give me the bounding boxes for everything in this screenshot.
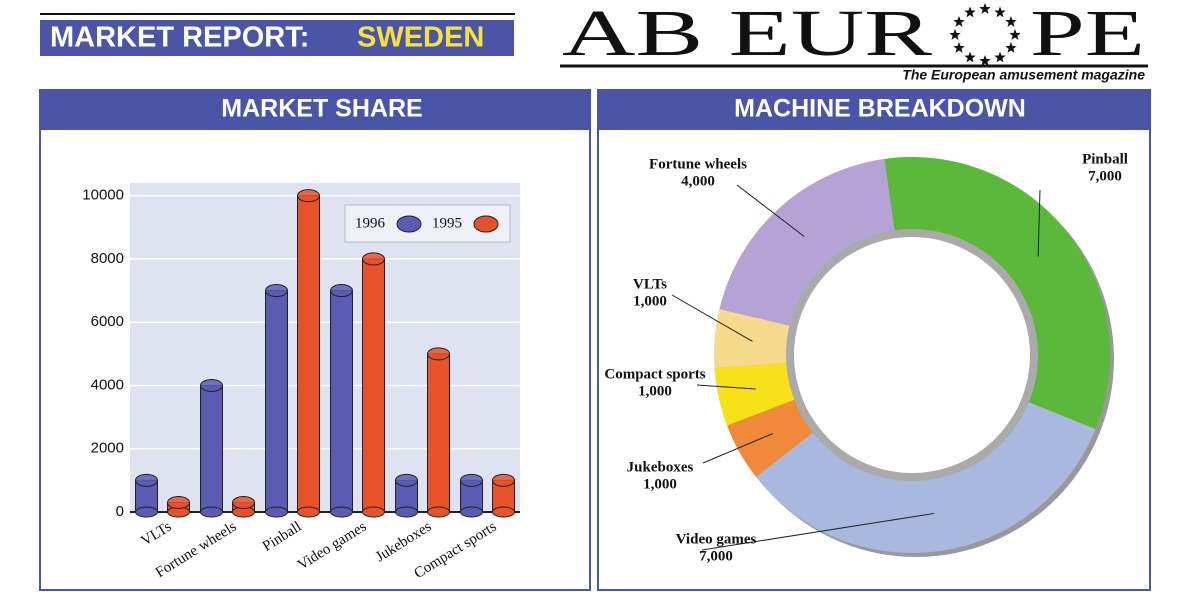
bar: [362, 252, 385, 518]
y-tick-label: 4000: [91, 376, 124, 393]
y-tick-label: 0: [116, 503, 124, 520]
data-label-value: 1,000: [643, 476, 677, 492]
data-label-name: Pinball: [1082, 151, 1128, 167]
star: [953, 16, 965, 27]
leader-line: [736, 184, 805, 238]
star: [953, 42, 965, 53]
bar-top: [297, 189, 320, 203]
data-label-value: 4,000: [681, 173, 715, 189]
bar: [460, 473, 483, 518]
bar-base: [265, 506, 288, 518]
donut-segment: [884, 157, 1110, 430]
bar-base: [395, 506, 418, 518]
bar: [265, 284, 288, 518]
panel-title: MACHINE BREAKDOWN: [734, 95, 1026, 123]
bar-base: [362, 506, 385, 518]
leader-line: [671, 294, 753, 342]
bar-top: [492, 473, 515, 487]
bar-top: [427, 347, 450, 361]
y-tick-label: 6000: [91, 313, 124, 330]
logo-stars: [949, 3, 1021, 66]
donut-segment: [719, 158, 896, 327]
bar: [232, 496, 255, 518]
star: [1005, 16, 1017, 27]
data-label-name: Jukeboxes: [627, 459, 694, 475]
donut-segment: [714, 362, 798, 426]
star: [1009, 29, 1021, 40]
bar-body: [427, 353, 450, 513]
data-label-value: 1,000: [633, 293, 667, 309]
panel-header: [598, 90, 1150, 130]
bar: [200, 378, 223, 518]
bar-top: [135, 473, 158, 487]
bar-top: [200, 378, 223, 392]
star: [979, 3, 991, 14]
y-tick-label: 10000: [82, 187, 124, 204]
bar-body: [362, 258, 385, 513]
bar-top: [265, 284, 288, 298]
logo-left: AB EUR: [562, 0, 932, 70]
bar: [395, 473, 418, 518]
leader-line: [701, 512, 935, 551]
leader-line: [1037, 189, 1041, 257]
data-label-value: 7,000: [699, 548, 733, 564]
leader-line: [702, 433, 773, 464]
bar-base: [460, 506, 483, 518]
bar-base: [427, 506, 450, 518]
bar: [297, 189, 320, 518]
report-label: MARKET REPORT:: [50, 22, 309, 54]
bar-base: [200, 506, 223, 518]
data-label-name: Video games: [676, 531, 757, 547]
bar: [330, 284, 353, 518]
donut-inner-shadow: [786, 229, 1038, 481]
legend-swatch: [473, 215, 499, 233]
header-box: [40, 20, 514, 56]
data-label-name: VLTs: [633, 276, 667, 292]
donut-hole: [794, 237, 1030, 473]
bar-top: [362, 252, 385, 266]
bar-base: [492, 506, 515, 518]
bar-base: [330, 506, 353, 518]
tagline: The European amusement magazine: [902, 67, 1145, 83]
donut-segment: [713, 309, 794, 368]
bar-base: [297, 506, 320, 518]
legend-label: 1995: [432, 215, 462, 231]
bar-top: [460, 473, 483, 487]
bar: [167, 496, 190, 518]
bar-top: [232, 496, 255, 510]
star: [994, 51, 1006, 63]
panel-title: MARKET SHARE: [221, 95, 422, 123]
bar: [427, 347, 450, 518]
bar-body: [265, 290, 288, 513]
star: [964, 6, 976, 18]
data-label-value: 1,000: [638, 383, 672, 399]
leader-line: [696, 384, 756, 390]
donut-segment: [726, 398, 816, 477]
data-label-value: 7,000: [1088, 168, 1122, 184]
star: [979, 55, 991, 66]
panel-header: [40, 90, 590, 130]
star: [949, 29, 961, 40]
legend-label: 1996: [355, 215, 386, 231]
bar: [492, 473, 515, 518]
logo-right: PE: [1030, 0, 1145, 70]
bar-base: [135, 506, 158, 518]
bar-body: [297, 195, 320, 513]
bar-top: [395, 473, 418, 487]
bar-body: [330, 290, 353, 513]
legend-swatch: [396, 215, 422, 233]
bar-top: [330, 284, 353, 298]
y-tick-label: 8000: [91, 250, 124, 267]
star: [994, 6, 1006, 18]
y-tick-label: 2000: [91, 440, 124, 457]
star: [964, 51, 976, 63]
country: SWEDEN: [357, 22, 484, 54]
star: [1005, 42, 1017, 53]
bar: [135, 473, 158, 518]
data-label-name: Fortune wheels: [649, 156, 747, 172]
bar-top: [167, 496, 190, 510]
bar-body: [200, 384, 223, 513]
data-label-name: Compact sports: [604, 366, 705, 382]
